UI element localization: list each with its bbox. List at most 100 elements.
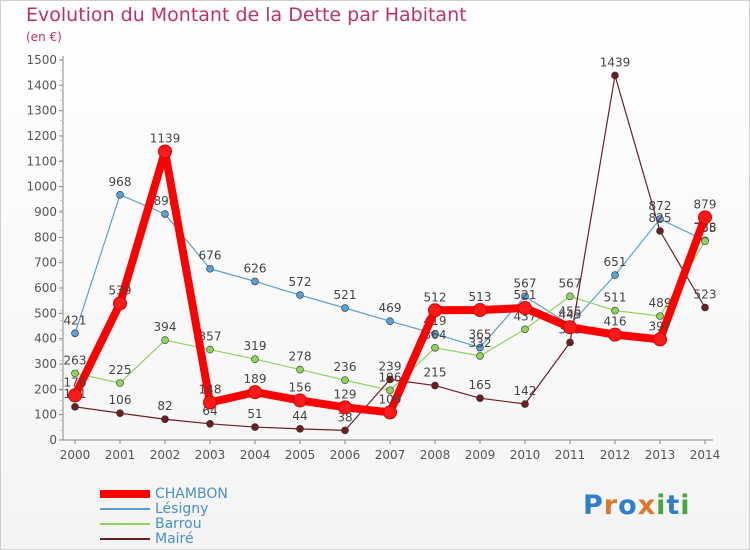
- data-label-lesigny: 421: [64, 313, 87, 327]
- data-label-lesigny: 469: [379, 301, 402, 315]
- data-point-chambon: [383, 405, 397, 420]
- data-point-lesigny: [476, 343, 484, 352]
- data-label-maire: 1439: [600, 55, 631, 69]
- logo-letter: t: [666, 490, 681, 521]
- data-point-lesigny: [116, 190, 124, 199]
- data-label-chambon: 189: [244, 372, 267, 386]
- data-label-chambon: 445: [559, 307, 582, 321]
- x-tick-label: 2004: [240, 448, 271, 462]
- y-tick-label: 700: [34, 256, 57, 270]
- y-tick-label: 500: [34, 306, 57, 320]
- data-label-lesigny: 521: [334, 288, 357, 302]
- data-point-barrou: [206, 345, 214, 354]
- data-point-barrou: [251, 355, 259, 363]
- data-point-maire: [296, 425, 304, 433]
- data-point-barrou: [701, 237, 709, 245]
- data-point-lesigny: [251, 277, 259, 286]
- data-label-maire: 106: [109, 393, 132, 407]
- legend-label: Mairé: [155, 530, 194, 547]
- data-label-maire: 51: [247, 407, 262, 421]
- x-tick-label: 2011: [555, 448, 586, 462]
- data-point-maire: [71, 403, 79, 411]
- data-point-lesigny: [161, 210, 169, 218]
- data-point-lesigny: [71, 329, 79, 338]
- data-label-barrou: 319: [244, 339, 267, 353]
- data-label-barrou: 278: [289, 350, 312, 364]
- legend-swatch: [100, 537, 150, 540]
- data-label-maire: 239: [379, 359, 402, 373]
- data-point-lesigny: [341, 304, 349, 312]
- data-label-chambon: 176: [64, 375, 87, 389]
- data-label-barrou: 394: [154, 320, 177, 334]
- x-tick-label: 2002: [150, 448, 181, 462]
- data-point-barrou: [296, 365, 304, 374]
- x-tick-label: 2012: [600, 448, 631, 462]
- data-point-chambon: [518, 301, 532, 316]
- data-point-barrou: [386, 386, 394, 395]
- data-label-chambon: 416: [604, 315, 627, 329]
- data-point-barrou: [341, 376, 349, 385]
- data-label-lesigny: 676: [199, 249, 222, 263]
- data-label-maire: 523: [694, 288, 717, 302]
- data-label-lesigny: 567: [514, 276, 537, 290]
- data-point-maire: [251, 423, 259, 431]
- y-tick-label: 1300: [26, 104, 57, 118]
- y-tick-label: 1400: [26, 78, 57, 92]
- data-label-maire: 165: [469, 378, 492, 392]
- data-point-maire: [206, 419, 214, 428]
- data-point-maire: [656, 227, 664, 235]
- legend-label: Lésigny: [155, 500, 209, 517]
- data-point-lesigny: [386, 317, 394, 325]
- data-point-lesigny: [431, 330, 439, 338]
- data-label-barrou: 263: [64, 353, 87, 367]
- legend-swatch: [100, 522, 150, 525]
- legend-item: Mairé: [100, 531, 228, 546]
- logo-letter: r: [603, 490, 619, 521]
- data-point-barrou: [566, 292, 574, 301]
- data-label-maire: 215: [424, 366, 447, 380]
- logo-letter: P: [583, 490, 604, 521]
- data-point-maire: [701, 303, 709, 312]
- data-label-chambon: 513: [469, 290, 492, 304]
- data-label-barrou: 511: [604, 291, 627, 305]
- y-tick-label: 400: [34, 332, 57, 346]
- data-point-barrou: [476, 352, 484, 360]
- data-label-barrou: 236: [334, 360, 357, 374]
- y-tick-label: 200: [34, 382, 57, 396]
- data-point-barrou: [611, 306, 619, 315]
- x-tick-label: 2000: [60, 448, 91, 462]
- y-tick-label: 800: [34, 230, 57, 244]
- data-point-maire: [566, 338, 574, 347]
- data-point-chambon: [293, 393, 307, 408]
- data-label-chambon: 539: [109, 283, 132, 297]
- data-label-chambon: 109: [379, 392, 402, 406]
- data-label-chambon: 156: [289, 380, 312, 394]
- y-tick-label: 1200: [26, 129, 57, 143]
- data-point-maire: [341, 426, 349, 435]
- legend-item: Barrou: [100, 516, 228, 531]
- logo-letter: i: [680, 490, 691, 521]
- x-tick-label: 2003: [195, 448, 226, 462]
- data-label-lesigny: 572: [289, 275, 312, 289]
- x-tick-label: 2005: [285, 448, 316, 462]
- data-label-chambon: 521: [514, 288, 537, 302]
- data-label-maire: 44: [292, 409, 307, 423]
- data-label-barrou: 567: [559, 276, 582, 290]
- data-point-barrou: [431, 343, 439, 352]
- logo-letter: x: [637, 490, 657, 521]
- data-label-chambon: 148: [199, 383, 222, 397]
- y-tick-label: 1000: [26, 180, 57, 194]
- data-point-chambon: [473, 303, 487, 318]
- chart-unit: (en €): [26, 30, 62, 44]
- x-tick-label: 2008: [420, 448, 451, 462]
- data-point-maire: [431, 381, 439, 390]
- data-point-barrou: [71, 369, 79, 378]
- data-label-chambon: 879: [694, 197, 717, 211]
- data-point-maire: [386, 375, 394, 384]
- data-label-lesigny: 651: [604, 255, 627, 269]
- data-point-lesigny: [611, 271, 619, 279]
- data-point-barrou: [521, 325, 529, 334]
- legend-swatch: [100, 489, 150, 498]
- y-tick-label: 0: [49, 433, 57, 447]
- data-point-chambon: [608, 327, 622, 342]
